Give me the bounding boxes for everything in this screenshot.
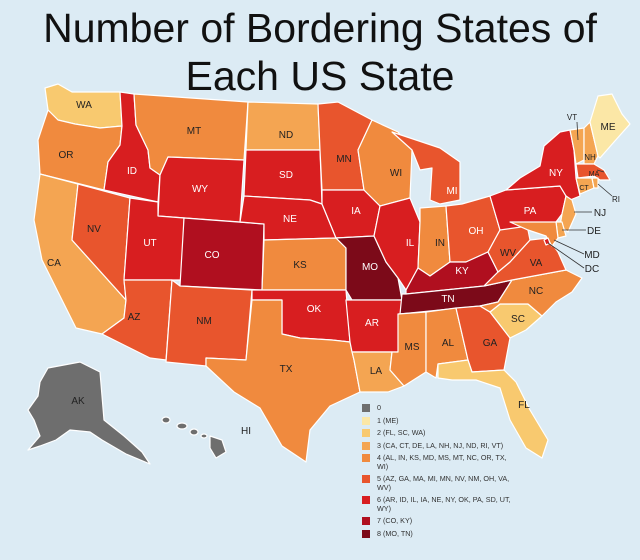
label-ks: KS [293,260,307,271]
state-ak[interactable] [27,361,151,465]
label-ct: CT [579,185,589,192]
legend-item: 5 (AZ, GA, MA, MI, MN, NV, NM, OH, VA, W… [362,474,512,492]
leader-lines [547,121,613,269]
state-mi[interactable] [391,131,461,205]
legend-label: 8 (MO, TN) [377,528,413,538]
state-nh[interactable] [583,121,599,165]
state-me[interactable] [589,93,631,159]
label-ia: IA [351,206,361,217]
label-me: ME [601,122,616,133]
legend-label: 3 (CA, CT, DE, LA, NH, NJ, ND, RI, VT) [377,440,504,450]
label-wa: WA [76,100,92,111]
label-al: AL [442,338,455,349]
state-hi[interactable] [161,416,227,459]
legend-label: 4 (AL, IN, KS, MD, MS, MT, NC, OR, TX, W… [377,453,507,471]
label-dc: DC [585,264,599,275]
legend-item: 6 (AR, ID, IL, IA, NE, NY, OK, PA, SD, U… [362,495,512,513]
label-mn: MN [336,154,352,165]
state-co[interactable] [179,217,265,291]
label-ne: NE [283,214,297,225]
label-ma: MA [589,171,600,178]
label-ok: OK [307,304,322,315]
legend-swatch-0 [362,404,370,412]
label-nj: NJ [594,208,606,219]
state-ri[interactable] [591,177,599,189]
label-id: ID [127,166,137,177]
legend-item: 8 (MO, TN) [362,528,512,539]
label-nh: NH [584,153,596,162]
label-sc: SC [511,314,525,325]
label-in: IN [435,238,445,249]
legend-swatch-6 [362,496,370,504]
state-vt[interactable] [569,127,585,165]
title-line-1: Number of Bordering States of [43,5,597,51]
label-wy: WY [192,184,208,195]
state-nc[interactable] [479,269,583,317]
label-wi: WI [390,168,402,179]
label-la: LA [370,366,383,377]
label-sd: SD [279,170,293,181]
label-fl: FL [518,400,530,411]
state-nd[interactable] [245,101,321,151]
legend: 0 1 (ME) 2 (FL, SC, WA) 3 (CA, CT, DE, L… [362,403,512,542]
label-co: CO [205,250,220,261]
legend-swatch-4 [362,454,370,462]
legend-item: 4 (AL, IN, KS, MD, MS, MT, NC, OR, TX, W… [362,453,512,471]
label-ar: AR [365,318,379,329]
legend-label: 7 (CO, KY) [377,516,413,525]
label-nc: NC [529,286,543,297]
label-ri: RI [612,195,620,204]
label-va: VA [530,258,543,269]
state-tx[interactable] [205,299,361,463]
label-tn: TN [441,294,454,305]
label-ut: UT [143,238,156,249]
legend-label: 1 (ME) [377,415,399,425]
legend-swatch-7 [362,517,370,525]
legend-swatch-2 [362,429,370,437]
label-nm: NM [196,316,212,327]
label-or: OR [59,150,74,161]
label-wv: WV [500,248,516,259]
legend-swatch-8 [362,529,370,538]
state-nj[interactable] [559,195,577,233]
label-mo: MO [362,262,378,273]
legend-label: 5 (AZ, GA, MA, MI, MN, NV, NM, OH, VA, W… [377,474,510,492]
label-ak: AK [71,396,85,407]
label-ga: GA [483,338,498,349]
legend-item: 7 (CO, KY) [362,516,512,526]
legend-item: 3 (CA, CT, DE, LA, NH, NJ, ND, RI, VT) [362,440,512,451]
label-pa: PA [524,206,537,217]
legend-item: 2 (FL, SC, WA) [362,428,512,438]
label-ca: CA [47,258,61,269]
legend-swatch-1 [362,416,370,425]
legend-label: 0 [377,403,381,412]
legend-label: 6 (AR, ID, IL, IA, NE, NY, OK, PA, SD, U… [377,495,511,513]
label-oh: OH [469,226,484,237]
map-title: Number of Bordering States of Each US St… [0,4,640,100]
label-nv: NV [87,224,101,235]
label-ms: MS [405,342,420,353]
label-ny: NY [549,168,563,179]
legend-swatch-3 [362,441,370,450]
label-mt: MT [187,126,201,137]
label-hi: HI [241,426,251,437]
label-md: MD [584,250,600,261]
label-az: AZ [128,312,141,323]
label-tx: TX [280,364,293,375]
label-mi: MI [446,186,457,197]
label-nd: ND [279,130,293,141]
title-line-2: Each US State [185,53,455,99]
state-ma[interactable] [575,163,611,181]
label-il: IL [406,238,415,249]
label-vt: VT [567,113,577,122]
state-fl[interactable] [437,359,549,459]
label-ky: KY [455,266,469,277]
label-de: DE [587,226,601,237]
legend-item: 0 [362,403,512,413]
legend-swatch-5 [362,475,370,483]
legend-label: 2 (FL, SC, WA) [377,428,426,437]
legend-item: 1 (ME) [362,415,512,426]
